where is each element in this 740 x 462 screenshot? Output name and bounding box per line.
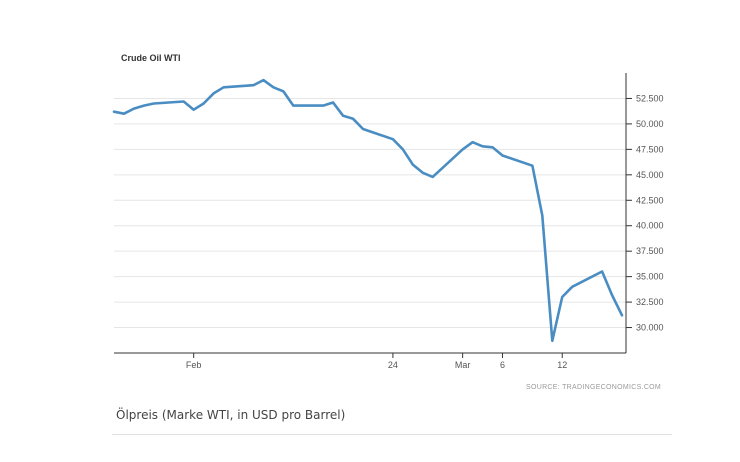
data-point	[261, 78, 265, 82]
data-point	[620, 313, 624, 317]
data-point	[132, 107, 136, 111]
data-point	[481, 144, 485, 148]
data-point	[411, 163, 415, 167]
data-point	[461, 147, 465, 151]
y-tick-label: 32.500	[636, 297, 664, 307]
data-point	[321, 104, 325, 108]
data-point	[471, 140, 475, 144]
y-tick-label: 37.500	[636, 246, 664, 256]
data-point	[361, 127, 365, 131]
data-point	[142, 104, 146, 108]
y-tick-label: 42.500	[636, 195, 664, 205]
x-axis-ticks: Feb 24 Mar 6 12	[186, 353, 567, 370]
data-point	[182, 100, 186, 104]
y-tick-label: 35.000	[636, 272, 664, 282]
data-point	[251, 83, 255, 87]
data-point	[560, 295, 564, 299]
data-point	[331, 101, 335, 105]
data-point	[212, 91, 216, 95]
data-point	[491, 145, 495, 149]
data-point	[202, 102, 206, 106]
data-point	[112, 110, 116, 114]
data-point	[421, 171, 425, 175]
gridlines	[114, 97, 626, 329]
data-point	[610, 293, 614, 297]
y-tick-label: 40.000	[636, 221, 664, 231]
data-point	[401, 147, 405, 151]
x-tick-label: 12	[557, 360, 567, 370]
y-tick-label: 52.500	[636, 93, 664, 103]
data-point	[281, 89, 285, 93]
data-point	[391, 137, 395, 141]
data-point	[500, 153, 504, 157]
y-tick-label: 47.500	[636, 144, 664, 154]
data-point	[431, 175, 435, 179]
x-tick-label: 24	[388, 360, 398, 370]
caption-divider	[112, 434, 672, 435]
data-point	[192, 108, 196, 112]
chart-title: Crude Oil WTI	[121, 53, 181, 63]
data-point	[271, 85, 275, 89]
y-tick-label: 30.000	[636, 323, 664, 333]
data-point	[550, 339, 554, 343]
y-axis-ticks: 30.000 32.500 35.000 37.500 40.000 42.500 45.0…	[626, 93, 664, 333]
data-point	[600, 270, 604, 274]
figure-caption: Ölpreis (Marke WTI, in USD pro Barrel)	[116, 408, 346, 422]
data-point	[122, 112, 126, 116]
data-point	[530, 164, 534, 168]
data-point	[152, 102, 156, 106]
data-point	[540, 214, 544, 218]
data-point	[341, 114, 345, 118]
x-tick-label: Mar	[455, 360, 471, 370]
data-point	[351, 117, 355, 121]
data-point	[570, 285, 574, 289]
data-point	[222, 85, 226, 89]
series-points	[112, 78, 624, 343]
y-tick-label: 45.000	[636, 170, 664, 180]
source-label[interactable]: SOURCE: TRADINGECONOMICS.COM	[526, 384, 662, 391]
x-tick-label: Feb	[186, 360, 202, 370]
series-line-crude-oil-wti	[112, 78, 624, 343]
x-tick-label: 6	[500, 360, 505, 370]
y-tick-label: 50.000	[636, 119, 664, 129]
data-point	[291, 104, 295, 108]
